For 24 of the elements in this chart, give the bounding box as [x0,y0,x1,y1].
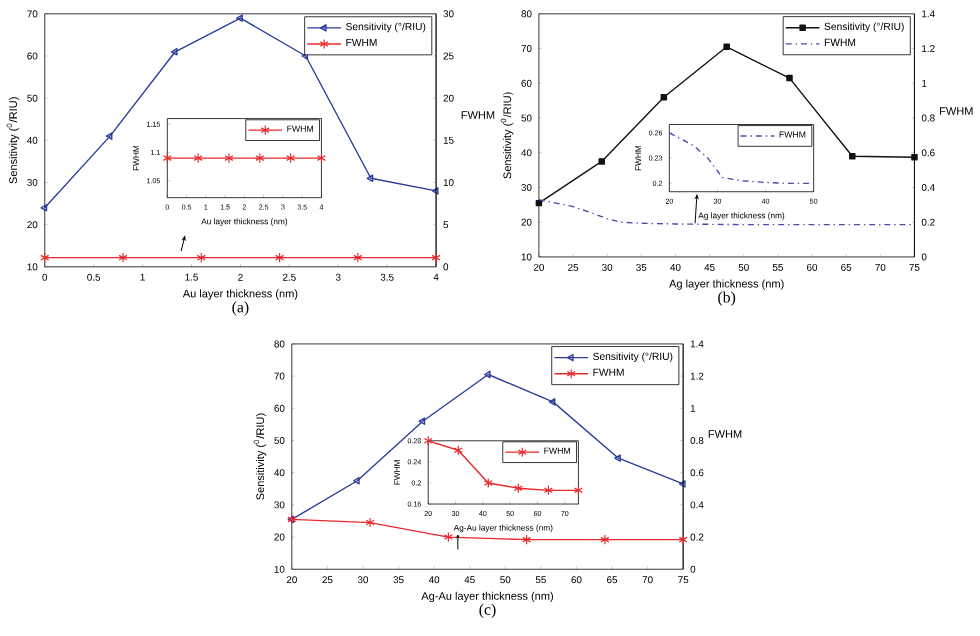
point [849,152,856,160]
point [105,132,113,140]
point [911,153,918,161]
point [453,444,463,456]
point [522,534,532,545]
point [418,417,426,425]
line-series [668,132,815,184]
point [543,484,553,496]
point [365,517,375,528]
point [483,477,493,488]
point [598,157,605,165]
point [236,14,243,22]
point [660,93,668,101]
point [443,531,453,542]
point [513,482,523,494]
point [723,43,730,50]
point [614,454,621,462]
point [353,476,360,485]
point [483,370,491,379]
point [548,397,556,406]
point [366,174,374,182]
point [600,534,610,545]
point [170,47,178,56]
point [786,74,793,82]
